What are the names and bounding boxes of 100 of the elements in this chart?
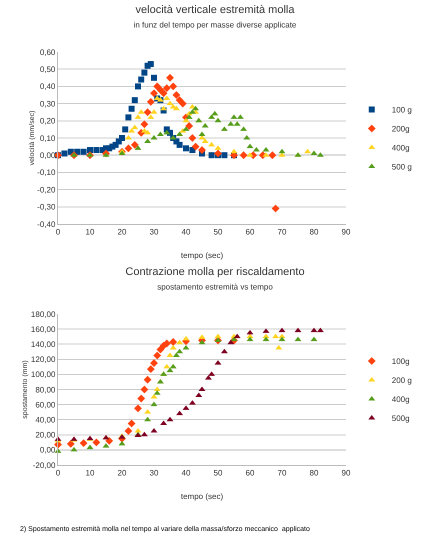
x-tick-label: 20: [118, 228, 127, 237]
point: [268, 151, 276, 160]
point: [132, 97, 138, 104]
point: [150, 428, 158, 433]
point: [134, 428, 142, 433]
point: [246, 152, 254, 157]
y-tick-label: 0,50: [40, 65, 56, 74]
y-tick-label: 100,00: [30, 370, 56, 380]
point: [214, 118, 222, 122]
x-tick-label: 80: [310, 468, 319, 478]
point: [122, 126, 128, 132]
point: [278, 328, 286, 332]
y-tick-label: 0,60: [40, 48, 56, 57]
x-tick-label: 0: [56, 228, 61, 237]
point: [141, 70, 148, 76]
point: [153, 352, 162, 360]
point: [262, 152, 270, 157]
point: [92, 438, 100, 446]
chart-subtitle: in funz del tempo per masse diverse applicate: [134, 20, 297, 30]
point: [262, 147, 270, 152]
point: [61, 150, 68, 156]
point: [192, 142, 200, 150]
x-tick-label: 0: [56, 468, 61, 478]
point: [80, 148, 87, 155]
point: [66, 440, 75, 448]
y-tick-label: 20,00: [35, 430, 56, 440]
legend-label: 500 g: [392, 162, 412, 172]
point: [128, 106, 135, 112]
point: [230, 148, 238, 154]
x-axis-title: tempo (sec): [180, 251, 224, 260]
point: [166, 74, 174, 82]
point: [134, 114, 142, 119]
point: [137, 394, 146, 402]
point: [162, 84, 171, 92]
point: [198, 146, 206, 154]
y-tick-label: 0,00: [40, 151, 56, 160]
point: [150, 359, 158, 367]
point: [240, 151, 248, 160]
point: [208, 152, 215, 158]
point: [140, 386, 148, 394]
point: [230, 114, 238, 119]
point: [246, 330, 254, 334]
y-tick-label: -0,30: [37, 202, 56, 212]
x-tick-label: 60: [246, 228, 255, 237]
point: [169, 338, 178, 346]
point: [182, 336, 190, 340]
point: [80, 439, 88, 448]
point: [278, 148, 286, 154]
point: [86, 444, 94, 450]
y-tick-label: 160,00: [30, 324, 56, 334]
x-tick-label: 10: [86, 228, 95, 237]
x-tick-label: 10: [86, 468, 95, 478]
legend-label: 200 g: [392, 376, 412, 386]
point: [87, 147, 93, 154]
point: [214, 334, 222, 338]
y-tick-label: 80,00: [35, 385, 56, 394]
point: [214, 150, 222, 158]
chart-subtitle: spostamento estremità vs tempo: [157, 282, 274, 292]
y-tick-label: -20,00: [32, 460, 56, 470]
point: [146, 365, 155, 374]
point: [93, 147, 100, 154]
x-tick-label: 40: [182, 228, 191, 237]
point: [182, 126, 190, 131]
point: [148, 61, 154, 68]
point: [140, 120, 148, 128]
y-tick-label: 40,00: [35, 416, 56, 424]
point: [150, 402, 158, 406]
point: [119, 135, 125, 141]
chart-title: Contrazione molla per riscaldamento: [125, 266, 305, 278]
point: [246, 336, 254, 342]
point: [198, 132, 206, 136]
y-tick-label: 0,00: [40, 446, 56, 455]
point: [150, 394, 158, 399]
point: [182, 118, 190, 122]
y-tick-label: 0,20: [40, 116, 56, 126]
point: [118, 440, 126, 446]
x-tick-label: 50: [214, 468, 223, 478]
point: [124, 144, 132, 152]
point: [310, 336, 318, 342]
x-tick-label: 60: [246, 468, 255, 478]
point: [214, 145, 222, 150]
point: [214, 337, 222, 342]
point: [150, 89, 158, 98]
x-tick-label: 90: [342, 468, 351, 478]
point: [166, 352, 174, 358]
legend-label: 100 g: [392, 106, 412, 115]
y-tick-label: -0,40: [37, 220, 56, 229]
x-tick-label: 50: [214, 228, 223, 237]
point: [183, 145, 189, 152]
y-tick-label: 140,00: [30, 340, 56, 349]
point: [130, 140, 139, 149]
point: [262, 336, 270, 342]
x-tick-label: 20: [118, 468, 127, 478]
point: [221, 152, 228, 158]
point: [135, 83, 141, 90]
y-tick-label: -0,10: [37, 168, 56, 178]
x-tick-label: 70: [278, 468, 287, 478]
y-tick-label: 0,30: [40, 99, 56, 108]
point: [214, 360, 222, 365]
point: [294, 328, 302, 332]
